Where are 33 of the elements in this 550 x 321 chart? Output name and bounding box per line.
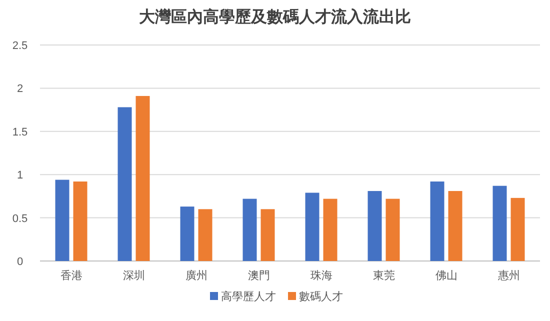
x-tick-label: 香港: [60, 269, 82, 282]
y-tick-label: 0: [16, 256, 24, 268]
y-tick-label: 1.5: [12, 126, 28, 138]
bar: [323, 198, 338, 261]
bar: [305, 192, 320, 261]
bar: [492, 186, 507, 261]
legend-label: 高學歷人才: [221, 290, 276, 303]
x-tick-label: 東莞: [372, 269, 395, 282]
bar: [180, 206, 194, 261]
bar: [448, 191, 462, 261]
x-tick-label: 佛山: [435, 269, 458, 282]
bar: [198, 209, 212, 261]
x-tick-label: 廣州: [185, 269, 208, 282]
bar: [136, 96, 150, 261]
legend-label: 數碼人才: [299, 290, 343, 303]
y-tick-label: 2: [16, 83, 24, 96]
x-tick-label: 澳門: [248, 270, 270, 282]
y-tick-label: 0.5: [12, 212, 28, 225]
bar: [55, 180, 70, 261]
bar: [430, 182, 444, 261]
bar: [118, 107, 132, 261]
bar: [260, 209, 275, 261]
bar: [386, 198, 400, 261]
x-tick-label: 惠州: [496, 269, 520, 282]
y-tick-label: 2.5: [12, 40, 28, 52]
bar: [242, 198, 257, 261]
x-tick-label: 深圳: [122, 269, 145, 282]
bar: [510, 198, 525, 261]
x-tick-label: 珠海: [310, 269, 332, 282]
chart-title: 大灣區內高學歷及數碼人才流入流出比: [139, 7, 411, 26]
y-tick-label: 1: [16, 170, 24, 182]
bar: [73, 182, 88, 261]
bar: [368, 191, 382, 261]
